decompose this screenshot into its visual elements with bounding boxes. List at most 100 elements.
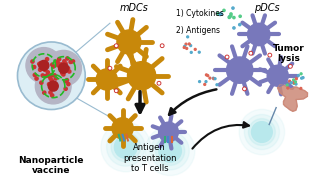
Ellipse shape bbox=[183, 46, 185, 48]
Ellipse shape bbox=[243, 87, 246, 91]
Ellipse shape bbox=[198, 51, 200, 53]
Ellipse shape bbox=[114, 89, 118, 92]
Ellipse shape bbox=[66, 67, 70, 70]
Ellipse shape bbox=[40, 81, 43, 84]
Ellipse shape bbox=[214, 78, 216, 80]
Ellipse shape bbox=[45, 58, 49, 61]
Ellipse shape bbox=[52, 65, 55, 68]
Ellipse shape bbox=[48, 81, 58, 91]
Ellipse shape bbox=[63, 60, 66, 63]
Ellipse shape bbox=[60, 63, 63, 66]
Ellipse shape bbox=[158, 82, 160, 84]
Ellipse shape bbox=[50, 86, 53, 89]
Ellipse shape bbox=[252, 122, 272, 142]
Ellipse shape bbox=[38, 62, 41, 66]
Ellipse shape bbox=[186, 47, 188, 49]
Ellipse shape bbox=[244, 88, 245, 90]
Ellipse shape bbox=[41, 62, 45, 65]
Ellipse shape bbox=[293, 82, 294, 84]
Ellipse shape bbox=[72, 60, 75, 63]
Ellipse shape bbox=[298, 74, 299, 76]
Ellipse shape bbox=[230, 13, 232, 15]
Ellipse shape bbox=[145, 126, 195, 176]
Ellipse shape bbox=[46, 50, 81, 86]
Ellipse shape bbox=[225, 55, 229, 59]
Ellipse shape bbox=[301, 77, 302, 79]
Ellipse shape bbox=[112, 118, 133, 139]
Ellipse shape bbox=[114, 136, 137, 158]
Text: 1) Cytokines: 1) Cytokines bbox=[176, 9, 224, 18]
Ellipse shape bbox=[207, 75, 209, 77]
Ellipse shape bbox=[230, 15, 232, 17]
Ellipse shape bbox=[199, 81, 201, 83]
Ellipse shape bbox=[248, 119, 275, 146]
Ellipse shape bbox=[44, 67, 47, 70]
Ellipse shape bbox=[54, 77, 57, 80]
Ellipse shape bbox=[190, 51, 192, 53]
Ellipse shape bbox=[294, 82, 296, 84]
Ellipse shape bbox=[39, 62, 42, 65]
Ellipse shape bbox=[31, 60, 34, 63]
Ellipse shape bbox=[47, 83, 51, 86]
Ellipse shape bbox=[107, 128, 145, 166]
Polygon shape bbox=[278, 85, 308, 111]
Ellipse shape bbox=[51, 83, 54, 86]
Ellipse shape bbox=[187, 36, 189, 38]
Ellipse shape bbox=[209, 77, 211, 79]
Ellipse shape bbox=[216, 84, 218, 86]
Ellipse shape bbox=[268, 53, 272, 57]
Ellipse shape bbox=[39, 60, 49, 70]
Ellipse shape bbox=[205, 81, 207, 83]
Ellipse shape bbox=[188, 43, 190, 45]
Ellipse shape bbox=[205, 74, 207, 76]
Ellipse shape bbox=[217, 13, 219, 15]
Ellipse shape bbox=[223, 9, 225, 12]
Ellipse shape bbox=[250, 53, 252, 54]
Ellipse shape bbox=[204, 84, 206, 85]
Ellipse shape bbox=[61, 67, 64, 70]
Ellipse shape bbox=[61, 71, 64, 75]
Ellipse shape bbox=[58, 58, 61, 61]
Ellipse shape bbox=[290, 82, 292, 84]
Ellipse shape bbox=[293, 82, 295, 84]
Ellipse shape bbox=[226, 56, 228, 58]
Ellipse shape bbox=[59, 63, 69, 73]
Ellipse shape bbox=[249, 52, 252, 55]
Ellipse shape bbox=[156, 136, 185, 165]
Ellipse shape bbox=[220, 13, 222, 15]
Ellipse shape bbox=[53, 82, 56, 85]
Ellipse shape bbox=[26, 48, 62, 83]
Ellipse shape bbox=[289, 80, 291, 82]
Text: pDCs: pDCs bbox=[254, 3, 280, 13]
Ellipse shape bbox=[51, 94, 54, 97]
Ellipse shape bbox=[50, 79, 53, 82]
Ellipse shape bbox=[228, 16, 230, 19]
Ellipse shape bbox=[64, 80, 67, 83]
Ellipse shape bbox=[109, 67, 111, 69]
Ellipse shape bbox=[194, 48, 196, 50]
Ellipse shape bbox=[50, 73, 53, 77]
Ellipse shape bbox=[151, 132, 189, 170]
Ellipse shape bbox=[38, 68, 42, 71]
Ellipse shape bbox=[157, 82, 161, 85]
Ellipse shape bbox=[302, 77, 304, 79]
Ellipse shape bbox=[161, 44, 164, 47]
Ellipse shape bbox=[212, 77, 214, 79]
Ellipse shape bbox=[233, 16, 235, 19]
Ellipse shape bbox=[232, 7, 234, 9]
Ellipse shape bbox=[229, 16, 231, 18]
Ellipse shape bbox=[43, 68, 46, 71]
Ellipse shape bbox=[213, 78, 215, 80]
Ellipse shape bbox=[286, 84, 288, 86]
Text: 2) Antigens: 2) Antigens bbox=[176, 26, 220, 35]
Ellipse shape bbox=[114, 44, 118, 47]
Ellipse shape bbox=[40, 63, 44, 67]
Ellipse shape bbox=[239, 109, 285, 155]
Ellipse shape bbox=[269, 54, 271, 56]
Ellipse shape bbox=[49, 77, 52, 80]
Ellipse shape bbox=[159, 122, 178, 142]
Ellipse shape bbox=[184, 45, 186, 47]
Ellipse shape bbox=[217, 12, 219, 15]
Ellipse shape bbox=[51, 63, 54, 66]
Ellipse shape bbox=[32, 65, 36, 69]
